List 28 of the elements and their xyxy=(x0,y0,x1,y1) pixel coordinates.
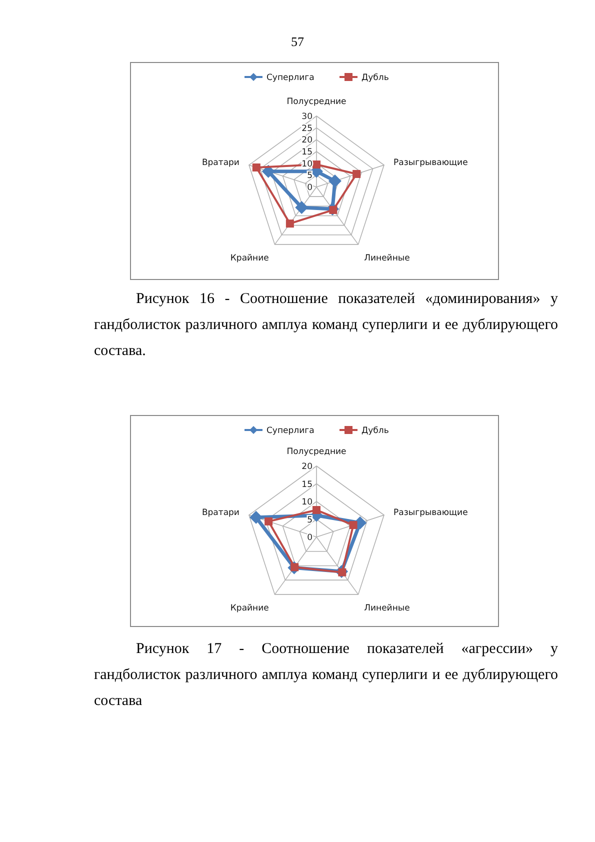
spoke-label: Крайние xyxy=(230,254,269,264)
spoke-label: Полусредние xyxy=(286,97,346,107)
spoke-label: Разыгрывающие xyxy=(394,158,468,168)
text: 57 xyxy=(290,34,305,50)
legend-label: Суперлига xyxy=(266,426,314,436)
y-tick-label: 5 xyxy=(307,515,312,526)
y-tick-label: 10 xyxy=(302,498,312,508)
legend-label: Суперлига xyxy=(266,73,314,83)
y-tick-label: 25 xyxy=(302,124,312,134)
text: Рисунок 16 - Соотношение показателей «доминирования» у гандболисток различного амплуа команд суперлиги и ее дублирующего состава. xyxy=(94,290,558,361)
spoke-label: Вратари xyxy=(202,158,240,168)
legend-label: Дубль xyxy=(362,73,389,83)
y-tick-label: 15 xyxy=(302,480,312,490)
spoke-label: Линейные xyxy=(364,604,410,614)
y-tick-label: 20 xyxy=(302,462,312,472)
legend-label: Дубль xyxy=(362,426,389,436)
spoke-label: Крайние xyxy=(230,604,269,614)
spoke-label: Линейные xyxy=(364,254,410,264)
y-tick-label: 5 xyxy=(307,171,312,182)
y-tick-label: 0 xyxy=(307,533,312,543)
spoke-label: Разыгрывающие xyxy=(394,508,468,518)
y-tick-label: 20 xyxy=(302,136,312,146)
y-tick-label: 0 xyxy=(307,183,312,193)
spoke-label: Вратари xyxy=(202,508,240,518)
y-tick-label: 30 xyxy=(302,112,312,122)
y-tick-label: 15 xyxy=(302,148,312,158)
spoke-label: Полусредние xyxy=(286,447,346,457)
text: Рисунок 17 - Соотношение показателей «агрессии» у гандболисток различного амплуа команд суперлиги и ее дублирующего состава xyxy=(94,640,558,711)
